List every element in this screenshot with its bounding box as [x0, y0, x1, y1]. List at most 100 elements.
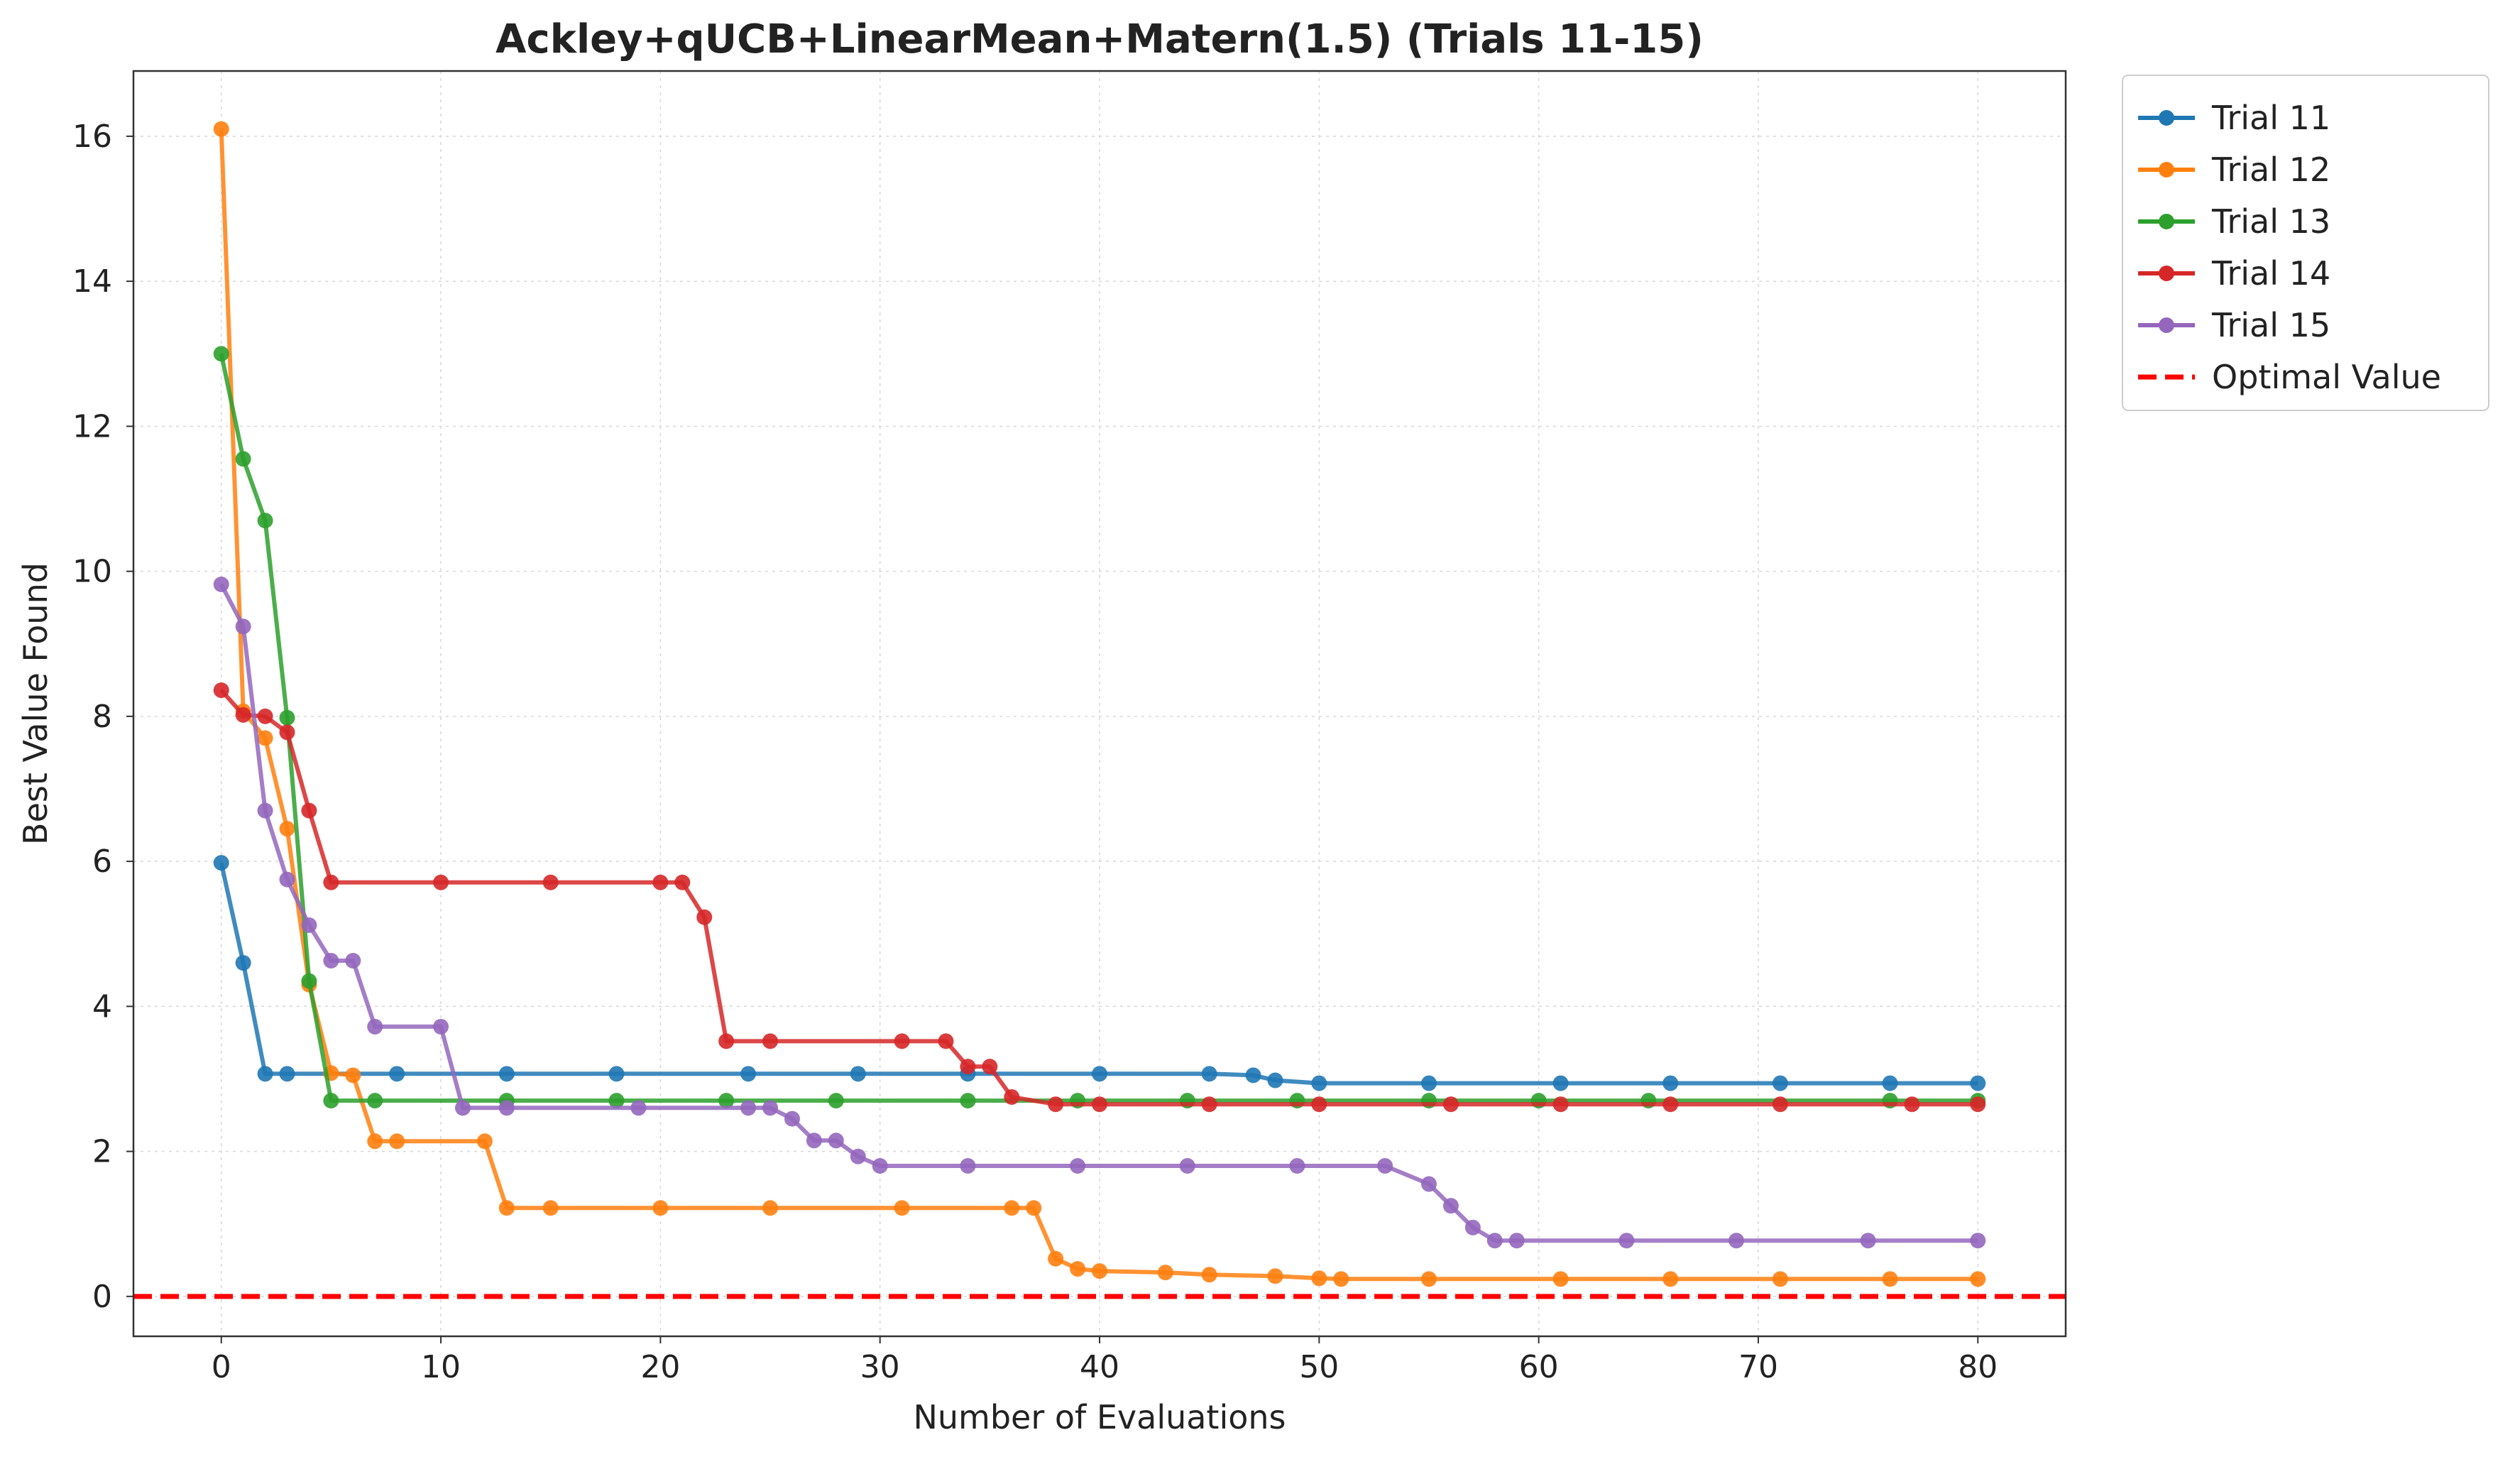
data-point — [389, 1133, 405, 1150]
data-point — [850, 1148, 866, 1164]
data-point — [213, 682, 229, 699]
data-point — [1311, 1075, 1327, 1091]
data-point — [740, 1100, 757, 1116]
data-point — [1267, 1268, 1283, 1284]
y-tick-label: 6 — [92, 844, 112, 880]
x-tick-label: 80 — [1958, 1349, 1998, 1385]
legend-entry: Trial 13 — [2138, 202, 2330, 241]
data-point — [960, 1093, 976, 1109]
legend: Trial 11 Trial 12 Trial 13 Trial 14 Trial 15… — [2122, 75, 2489, 411]
series-lines — [213, 121, 1986, 1287]
grid — [133, 71, 2066, 1336]
data-point — [1729, 1233, 1745, 1249]
data-point — [938, 1033, 954, 1049]
data-point — [213, 577, 229, 593]
series-line — [219, 689, 1978, 1107]
data-point — [367, 1018, 383, 1035]
legend-entry: Trial 15 — [2138, 306, 2330, 344]
y-tick-label: 10 — [72, 554, 112, 590]
data-point — [1004, 1089, 1020, 1106]
x-axis-ticks: 0 10 20 30 40 50 60 70 80 — [212, 1336, 1998, 1385]
data-point — [213, 855, 229, 871]
data-point — [1860, 1233, 1876, 1249]
data-point — [1508, 1233, 1525, 1249]
data-point — [1442, 1198, 1459, 1214]
data-point — [498, 1100, 515, 1116]
series-trial-14 — [213, 682, 1986, 1113]
data-point — [1904, 1096, 1920, 1113]
data-point — [323, 953, 339, 969]
data-point — [433, 874, 449, 890]
data-point — [1970, 1271, 1986, 1287]
data-point — [235, 955, 251, 971]
data-point — [1618, 1233, 1635, 1249]
data-point — [279, 724, 295, 741]
data-point — [1201, 1066, 1217, 1082]
data-point — [1289, 1158, 1305, 1174]
data-point — [1442, 1096, 1459, 1113]
data-point — [784, 1111, 800, 1127]
data-point — [1201, 1267, 1217, 1283]
data-point — [806, 1133, 822, 1149]
legend-entry: Optimal Value — [2138, 358, 2441, 396]
data-point — [1662, 1075, 1679, 1091]
series-trial-12 — [213, 121, 1986, 1287]
legend-label: Trial 13 — [2211, 202, 2330, 241]
data-point — [1970, 1233, 1986, 1249]
chart-title: Ackley+qUCB+LinearMean+Matern(1.5) (Tria… — [495, 16, 1704, 62]
data-point — [257, 513, 273, 529]
data-point — [542, 1200, 559, 1216]
y-tick-label: 12 — [72, 408, 112, 444]
data-point — [1311, 1270, 1327, 1287]
data-point — [279, 1066, 295, 1082]
data-point — [1772, 1096, 1788, 1113]
data-point — [1201, 1096, 1217, 1113]
data-point — [1157, 1265, 1173, 1281]
data-point — [652, 1200, 669, 1216]
data-point — [1772, 1075, 1788, 1091]
data-point — [1882, 1271, 1898, 1287]
legend-label: Trial 11 — [2211, 99, 2330, 137]
data-point — [1092, 1263, 1107, 1279]
legend-entry: Trial 11 — [2138, 99, 2330, 137]
data-point — [279, 709, 295, 726]
y-tick-label: 2 — [92, 1134, 112, 1170]
data-point — [498, 1200, 515, 1216]
data-point — [718, 1093, 735, 1109]
data-point — [279, 821, 295, 837]
data-point — [1311, 1096, 1327, 1113]
y-axis-label: Best Value Found — [16, 562, 55, 845]
series-trial-15 — [213, 577, 1986, 1249]
x-tick-label: 60 — [1519, 1349, 1559, 1385]
legend-box — [2122, 75, 2489, 411]
data-point — [762, 1200, 779, 1216]
data-point — [608, 1066, 625, 1082]
legend-entry: Trial 12 — [2138, 151, 2330, 189]
data-point — [1048, 1250, 1064, 1267]
data-point — [1004, 1200, 1020, 1216]
data-point — [1486, 1233, 1503, 1249]
data-point — [630, 1100, 647, 1116]
data-point — [235, 706, 251, 723]
x-tick-label: 30 — [860, 1349, 900, 1385]
data-point — [894, 1033, 910, 1049]
x-tick-label: 40 — [1080, 1349, 1119, 1385]
data-point — [850, 1066, 866, 1082]
data-point — [718, 1033, 735, 1049]
legend-marker — [2159, 214, 2174, 229]
legend-label: Optimal Value — [2212, 358, 2441, 396]
legend-marker — [2159, 110, 2174, 126]
legend-marker — [2159, 266, 2174, 281]
x-tick-label: 70 — [1738, 1349, 1778, 1385]
data-point — [608, 1093, 625, 1109]
y-tick-label: 0 — [92, 1279, 112, 1315]
data-point — [1377, 1158, 1393, 1174]
data-point — [1179, 1158, 1195, 1174]
legend-marker — [2159, 162, 2174, 178]
data-point — [301, 802, 317, 819]
data-point — [960, 1158, 976, 1174]
data-point — [1092, 1066, 1107, 1082]
data-point — [1267, 1072, 1283, 1088]
data-point — [1070, 1261, 1086, 1277]
data-point — [1552, 1271, 1569, 1287]
